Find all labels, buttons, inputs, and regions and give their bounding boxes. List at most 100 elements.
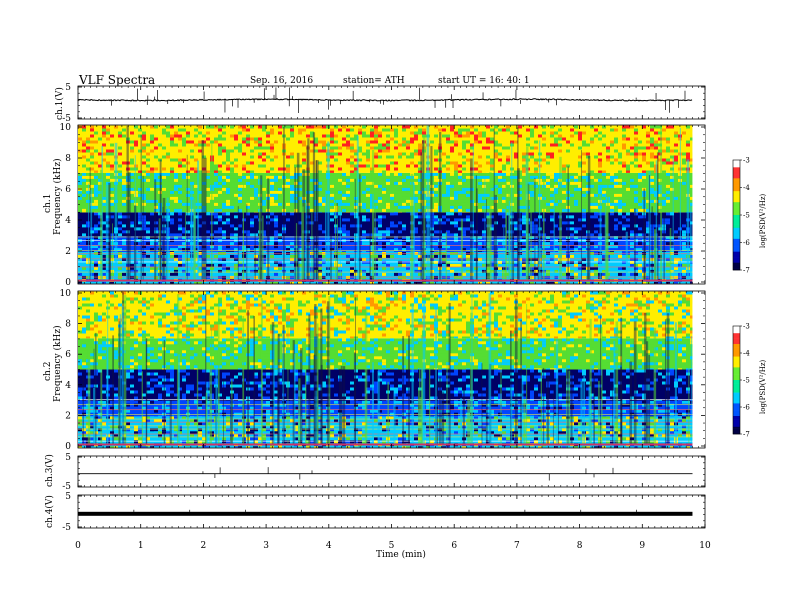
spectrogram-cell — [642, 272, 646, 276]
spectrogram-cell — [582, 242, 586, 246]
spectrogram-cell — [542, 143, 546, 147]
spectrogram-cell — [286, 128, 290, 132]
spectrogram-cell — [382, 245, 386, 249]
spectrogram-cell — [646, 224, 650, 228]
spectrogram-cell — [362, 233, 366, 237]
spectrogram-cell — [650, 269, 654, 273]
spectrogram-cell — [450, 263, 454, 267]
spectrogram-cell — [238, 260, 242, 264]
spectrogram-cell — [214, 184, 218, 188]
spectrogram-cell — [330, 155, 334, 159]
spectrogram-cell — [190, 146, 194, 150]
spectrogram-cell — [682, 184, 686, 188]
sferic-streak — [540, 224, 542, 282]
spectrogram-cell — [522, 272, 526, 276]
spectrogram-cell — [590, 137, 594, 141]
spectrogram-cell — [414, 178, 418, 182]
spectrogram-cell — [178, 257, 182, 261]
spectrogram-cell — [386, 227, 390, 231]
spectrogram-cell — [262, 125, 266, 129]
spectrogram-cell — [578, 137, 582, 141]
spectrogram-cell — [298, 131, 302, 135]
spectrogram-cell — [534, 257, 538, 261]
spectrogram-cell — [282, 230, 286, 234]
spectrogram-cell — [630, 208, 634, 212]
spectrogram-cell — [126, 199, 130, 203]
spectrogram-cell — [146, 199, 150, 203]
spectrogram-cell — [546, 236, 550, 240]
spectrogram-cell — [526, 131, 530, 135]
spectrogram-cell — [154, 202, 158, 206]
spectrogram-cell — [214, 208, 218, 212]
spectrogram-cell — [250, 269, 254, 273]
spectrogram-cell — [526, 128, 530, 132]
spectrogram-cell — [458, 128, 462, 132]
spectrogram-cell — [142, 254, 146, 258]
spectrogram-cell — [130, 131, 134, 135]
spectrogram-cell — [162, 175, 166, 179]
spectrogram-cell — [482, 281, 486, 284]
spectrogram-cell — [482, 269, 486, 273]
spectrogram-cell — [430, 260, 434, 264]
spectrogram-cell — [434, 140, 438, 144]
spectrogram-cell — [182, 227, 186, 231]
spectrogram-cell — [270, 178, 274, 182]
spectrogram-cell — [670, 242, 674, 246]
spectrogram-cell — [570, 175, 574, 179]
spectrogram-cell — [638, 215, 642, 219]
spectrogram-cell — [606, 137, 610, 141]
spectrogram-cell — [346, 242, 350, 246]
spectrogram-cell — [302, 158, 306, 162]
spectrogram-cell — [238, 245, 242, 249]
spectrogram-cell — [494, 242, 498, 246]
spectrogram-cell — [526, 134, 530, 138]
spectrogram-cell — [274, 221, 278, 225]
spectrogram-cell — [586, 230, 590, 234]
spectrogram-cell — [490, 128, 494, 132]
spectrogram-cell — [650, 230, 654, 234]
spectrogram-cell — [650, 152, 654, 156]
spectrogram-cell — [286, 178, 290, 182]
spectrogram-cell — [242, 205, 246, 209]
sferic-streak — [267, 178, 270, 282]
spectrogram-cell — [174, 248, 178, 252]
spectrogram-cell — [574, 167, 578, 171]
spectrogram-cell — [542, 137, 546, 141]
sferic-streak — [162, 197, 166, 282]
spectrogram-cell — [674, 149, 678, 153]
spectrogram-cell — [602, 193, 606, 197]
spectrogram-cell — [630, 193, 634, 197]
spectrogram-cell — [570, 167, 574, 171]
spectrogram-cell — [454, 167, 458, 171]
spectrogram-cell — [446, 190, 450, 194]
spectrogram-cell — [594, 215, 598, 219]
spectrogram-cell — [366, 208, 370, 212]
spectrogram-cell — [78, 158, 82, 162]
spectrogram-cell — [442, 164, 446, 168]
spectrogram-cell — [594, 212, 598, 216]
spectrogram-cell — [138, 205, 142, 209]
spectrogram-cell — [330, 248, 334, 252]
spectrogram-cell — [126, 175, 130, 179]
spectrogram-cell — [118, 251, 122, 252]
spectrogram-cell — [118, 175, 122, 179]
spectrogram-cell — [550, 140, 554, 144]
spectrogram-cell — [458, 281, 462, 284]
spectrogram-cell — [206, 199, 210, 203]
spectrogram-cell — [270, 281, 274, 284]
spectrogram-cell — [450, 211, 454, 213]
spectrogram-cell — [334, 227, 338, 231]
spectrogram-cell — [118, 181, 122, 185]
spectrogram-cell — [150, 236, 154, 240]
spectrogram-cell — [610, 230, 614, 234]
spectrogram-cell — [118, 164, 122, 168]
spectrogram-cell — [610, 208, 614, 212]
spectrogram-cell — [518, 158, 522, 162]
spectrogram-cell — [202, 257, 206, 261]
spectrogram-cell — [522, 218, 526, 222]
spectrogram-cell — [186, 248, 190, 252]
spectrogram-cell — [190, 178, 194, 182]
spectrogram-cell — [470, 227, 474, 231]
spectrogram-cell — [198, 248, 202, 252]
spectrogram-cell — [526, 143, 530, 147]
